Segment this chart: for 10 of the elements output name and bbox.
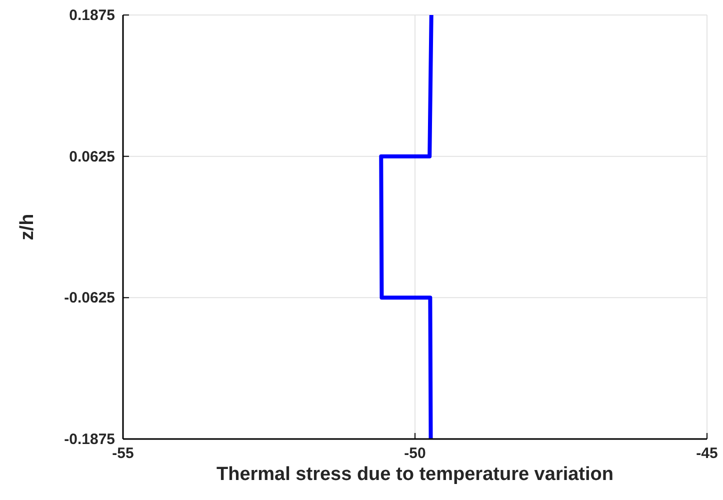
x-tick-label: -50 [404, 445, 426, 462]
x-tick-label: -45 [696, 445, 718, 462]
x-tick-label: -55 [112, 445, 134, 462]
y-tick-label: -0.1875 [64, 431, 115, 448]
y-tick-label: 0.1875 [69, 7, 115, 24]
x-axis-title: Thermal stress due to temperature variation [216, 464, 614, 485]
line-series [379, 13, 434, 441]
y-tick-label: 0.0625 [69, 148, 115, 166]
y-axis-title: z/h [17, 214, 38, 240]
y-tick-label: -0.0625 [64, 290, 115, 307]
